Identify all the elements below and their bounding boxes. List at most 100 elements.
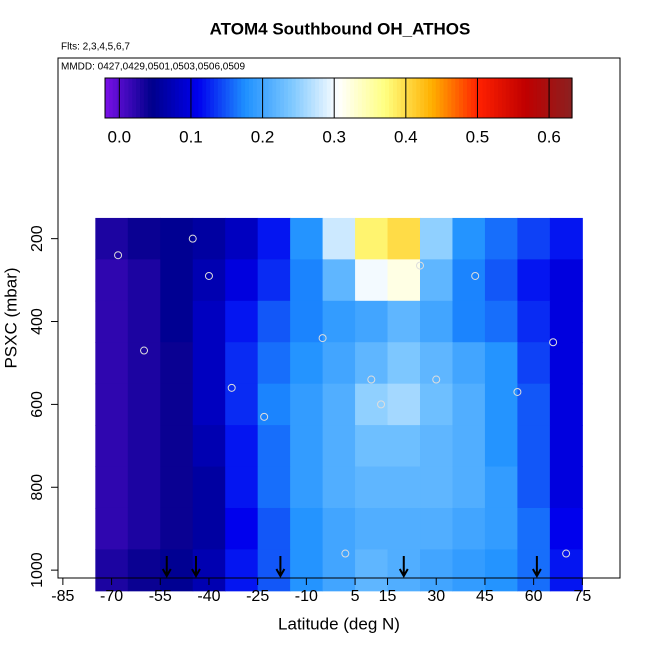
heatmap-cell [452, 259, 486, 302]
colorbar-segment [486, 78, 491, 118]
colorbar-segment [143, 78, 149, 118]
colorbar-segment [466, 78, 472, 118]
heatmap-cell [484, 549, 518, 592]
colorbar-segment [217, 78, 223, 118]
observation [260, 412, 269, 421]
heatmap-cell [420, 507, 453, 550]
colorbar-segment [198, 78, 203, 118]
heatmap-cell [549, 549, 583, 592]
colorbar-segment [385, 78, 390, 118]
colorbar-tick-label: 0.2 [251, 127, 275, 146]
colorbar-segment [147, 78, 153, 118]
colorbar-segment [459, 78, 464, 118]
x-tick-label: -85 [51, 588, 74, 605]
colorbar-segment [560, 78, 565, 118]
y-tick-label: 200 [29, 225, 46, 252]
heatmap-cell [192, 342, 226, 385]
heatmap-cell [127, 466, 161, 509]
colorbar-segment [140, 78, 145, 118]
observation [341, 549, 350, 558]
colorbar-segment [330, 78, 336, 118]
heatmap-cell [160, 342, 194, 385]
heatmap-cell [452, 507, 486, 550]
colorbar-segment [194, 78, 199, 118]
heatmap-cell [257, 217, 291, 260]
heatmap-cell [484, 259, 518, 302]
heatmap-cell [257, 259, 291, 302]
heatmap-cell [420, 425, 453, 468]
heatmap-cell [484, 300, 518, 343]
heatmap-cell [355, 383, 389, 426]
heatmap-cell [387, 259, 421, 302]
plot-frame [57, 57, 621, 579]
heatmap-cell [95, 217, 129, 260]
heatmap-cell [355, 507, 389, 550]
colorbar-segment [400, 78, 406, 118]
colorbar-segment [272, 78, 277, 118]
colorbar-segment [443, 78, 449, 118]
colorbar-segment [350, 78, 355, 118]
colorbar-segment [389, 78, 394, 118]
heatmap-cell [484, 342, 518, 385]
colorbar-segment [338, 78, 343, 118]
colorbar-segment [412, 78, 417, 118]
colorbar-segment [299, 78, 305, 118]
heatmap-cell [95, 466, 129, 509]
colorbar-segment [377, 78, 382, 118]
colorbar-segment [346, 78, 351, 118]
colorbar-segment [533, 78, 538, 118]
colorbar-segment [505, 78, 511, 118]
heatmap-cell [290, 383, 324, 426]
colorbar-segment [439, 78, 445, 118]
observation [367, 375, 376, 384]
heatmap-cell [290, 507, 324, 550]
heatmap-cell [290, 259, 324, 302]
colorbar-segment [548, 78, 554, 118]
y-tick-label: 400 [29, 308, 46, 335]
heatmap-cell [95, 507, 129, 550]
x-tick-label: -10 [295, 588, 318, 605]
heatmap-cell [127, 217, 161, 260]
y-tick-label: 600 [29, 391, 46, 418]
colorbar-segment [428, 78, 433, 118]
heatmap-cell [225, 342, 259, 385]
heatmap-cell [192, 507, 226, 550]
heatmap-cell [257, 342, 291, 385]
colorbar-segment [564, 78, 569, 118]
colorbar-tick-label: 0.1 [179, 127, 203, 146]
heatmap-cell [127, 425, 161, 468]
colorbar-segment [451, 78, 456, 118]
heatmap-cell [355, 342, 389, 385]
flight-arrow [161, 556, 172, 579]
heatmap-cell [517, 300, 551, 343]
observation [562, 549, 571, 558]
x-tick-label: -25 [246, 588, 269, 605]
flight-arrow [275, 556, 286, 579]
heatmap-cell [257, 549, 291, 592]
heatmap-cell [387, 425, 421, 468]
heatmap-cell [549, 383, 583, 426]
colorbar-segment [120, 78, 126, 118]
heatmap-cell [484, 383, 518, 426]
heatmap-cell [322, 217, 356, 260]
colorbar-segment [326, 78, 332, 118]
heatmap-cell [322, 507, 356, 550]
heatmap-cell [322, 383, 356, 426]
colorbar-segment [175, 78, 180, 118]
heatmap-cell [290, 300, 324, 343]
heatmap-cell [257, 300, 291, 343]
heatmap-cell [517, 383, 551, 426]
y-tick-label: 800 [29, 474, 46, 501]
colorbar-segment [256, 78, 262, 118]
heatmap-cell [225, 217, 259, 260]
colorbar-segment [128, 78, 133, 118]
colorbar-segment [517, 78, 523, 118]
colorbar-segment [513, 78, 519, 118]
colorbar-segment [408, 78, 414, 118]
flight-arrow [191, 556, 201, 579]
heatmap-cell [452, 549, 486, 592]
heatmap-cell [355, 425, 389, 468]
heatmap-cell [549, 425, 583, 468]
colorbar-segment [501, 78, 507, 118]
heatmap-cell [160, 259, 194, 302]
